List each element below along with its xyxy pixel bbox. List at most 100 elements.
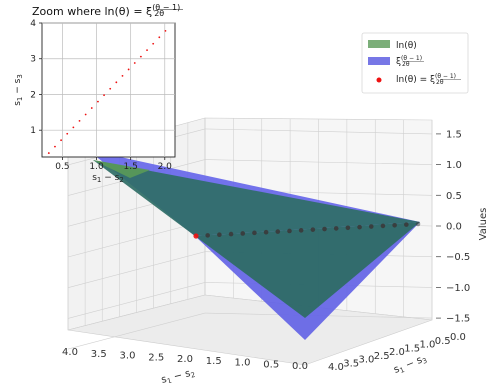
inset-point [152,42,155,45]
z-axis-label: Values [478,208,489,241]
inset-y-label: s1 − s3 [13,74,24,106]
intersection-point-3d [275,229,281,234]
inset-point [47,152,50,154]
y-tick-label: 2.5 [374,351,390,362]
x-tick-label: 2.0 [177,354,193,365]
intersection-point-3d [287,228,292,234]
x-tick-label: 2.5 [148,352,164,363]
inset-x-tick-label: 1.5 [124,162,138,172]
inset-y-tick-label: 1 [30,126,36,136]
inset-y-tick-label: 3 [30,55,36,65]
x-tick-label: 1.0 [235,358,251,369]
intersection-point-3d [193,233,199,239]
inset-point [72,126,75,129]
legend-marker-intersection [376,77,382,83]
inset-x-tick-label: 0.5 [55,162,69,172]
y-tick-label: 2.0 [389,347,405,358]
intersection-point-3d [345,225,351,231]
surfaces [88,150,420,340]
inset-background [41,22,176,158]
intersection-point-3d [252,230,257,236]
legend-swatch-ln [368,40,390,48]
inset-x-label: s1 − s2 [92,173,124,184]
x-tick-label: 0.0 [292,361,308,372]
intersection-point-3d [228,231,234,237]
z-tick-label: 1.0 [446,160,462,171]
inset-point [60,139,62,142]
inset-y-tick-label: 2 [30,90,36,100]
x-tick-label: 4.0 [62,347,78,358]
z-tick-label: 1.5 [446,129,462,140]
intersection-point-3d [310,227,316,232]
intersection-point-3d [357,224,362,230]
inset-point [121,74,124,77]
intersection-point-3d [322,226,327,232]
y-tick-label: 1.0 [420,340,436,351]
x-tick-label: 1.5 [206,356,222,367]
inset-point [139,55,142,58]
inset-point [127,68,130,71]
z-tick-label: −1.5 [446,314,470,325]
intersection-point-3d [404,222,409,227]
inset-point [103,94,105,97]
inset-points [47,29,167,154]
x-tick-label: 3.5 [91,349,107,360]
intersection-point-3d [240,231,246,236]
intersection-point-3d [205,233,210,238]
legend-label-ln: ln(θ) [396,41,417,51]
inset-grid [42,22,175,157]
inset-x-tick-label: 1.0 [89,162,104,172]
inset-point [115,81,118,84]
inset-point [54,145,56,148]
inset-point [97,100,99,103]
z-tick-label: 0.0 [446,222,462,233]
x-tick-label: 3.0 [120,351,136,362]
inset-point [90,107,93,109]
inset-point [146,49,148,52]
inset-point [158,36,161,39]
z-tick-label: −1.0 [446,283,470,294]
intersection-point-3d [298,228,304,233]
intersection-point-3d [415,221,421,227]
inset-point [66,132,69,135]
inset-point [78,120,81,122]
y-tick-label: 3.5 [343,358,359,369]
y-tick-label: 3.0 [359,355,375,366]
inset-axes: 0.5 1.0 1.5 2.0 1 2 3 4 Zoom where ln(θ) = ξ(θ… [13,3,183,184]
z-tick-label: −0.5 [446,252,470,263]
legend: ln(θ) ξ(θ − 1) 2θ ln(θ) = ξ(θ − 1) 2θ [361,32,469,94]
intersection-point-3d [392,222,397,228]
green-surface-near [195,222,420,318]
intersection-point-3d [368,224,374,229]
z-tick-label: 0.5 [446,191,462,202]
x-axis-ticks: 4.0 3.5 3.0 2.5 2.0 1.5 1.0 0.5 0.0 [62,347,308,372]
y-tick-label: 1.5 [404,343,420,354]
intersection-point-3d [217,232,222,238]
y-tick-label: 4.0 [328,362,344,373]
legend-label-intersection: ln(θ) = ξ(θ − 1) 2θ [396,73,456,86]
inset-title: Zoom where ln(θ) = ξ(θ − 1) 2θ [32,3,180,18]
intersection-points-3d [193,221,421,239]
intersection-point-3d [263,229,269,235]
inset-x-tick-label: 2.0 [158,162,173,172]
intersection-point-3d [333,226,339,231]
z-axis-ticks: −1.5 −1.0 −0.5 0.0 0.5 1.0 1.5 [436,129,470,325]
y-tick-label: 0.0 [450,332,466,343]
intersection-point-3d [380,223,386,229]
green-surface-far [93,160,420,236]
inset-point [164,29,167,32]
grid-line-z [67,312,206,350]
inset-x-ticks: 0.5 1.0 1.5 2.0 [55,157,172,172]
green-surface-top [93,160,150,178]
inset-point [84,113,87,116]
x-axis-label: s1 − s2 [160,367,196,383]
inset-point [133,62,136,64]
inset-y-ticks: 1 2 3 4 [30,19,42,136]
x-tick-label: 0.5 [263,359,279,370]
inset-y-tick-label: 4 [30,19,36,29]
y-tick-label: 0.5 [435,336,451,347]
legend-swatch-xi [368,57,390,65]
inset-point [109,87,112,90]
